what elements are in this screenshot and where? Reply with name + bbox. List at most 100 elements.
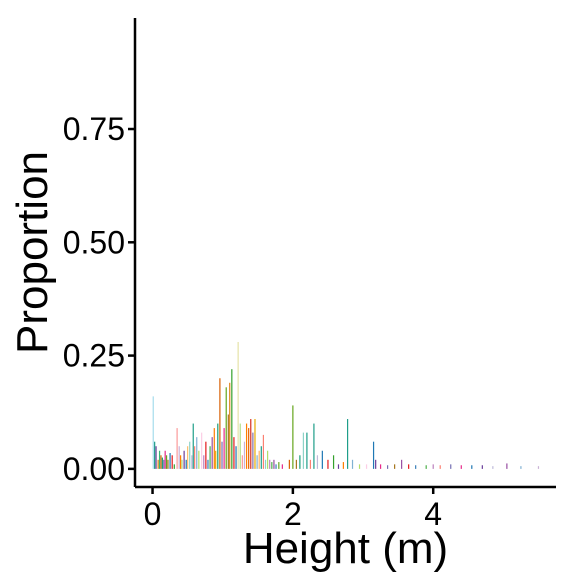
- bar-89: [401, 460, 402, 469]
- bar-49: [246, 424, 247, 469]
- bar-45: [238, 342, 239, 469]
- bar-31: [209, 446, 210, 469]
- bar-37: [221, 442, 222, 469]
- bar-68: [296, 460, 297, 469]
- bar-14: [177, 428, 178, 469]
- bar-66: [289, 460, 290, 469]
- y-tick-label-1: 0.25: [63, 338, 125, 374]
- bar-18: [184, 451, 185, 469]
- bar-17: [181, 460, 182, 469]
- bar-73: [313, 424, 314, 469]
- bar-58: [265, 460, 266, 469]
- bar-43: [233, 437, 234, 469]
- bar-87: [387, 465, 388, 469]
- bar-51: [250, 419, 251, 469]
- bar-6: [162, 458, 163, 469]
- bar-7: [163, 460, 164, 469]
- bar-99: [492, 466, 493, 469]
- bar-38: [224, 428, 225, 469]
- bar-55: [259, 451, 260, 469]
- bar-50: [248, 428, 249, 469]
- bar-65: [282, 464, 283, 469]
- bar-61: [271, 462, 272, 469]
- bar-21: [189, 442, 190, 469]
- y-tick-label-2: 0.50: [63, 224, 125, 260]
- bar-10: [167, 460, 168, 469]
- bar-23: [193, 424, 194, 469]
- x-axis-title: Height (m): [243, 524, 448, 573]
- bar-27: [201, 433, 202, 469]
- bar-75: [322, 451, 323, 469]
- bar-24: [194, 446, 195, 469]
- bar-83: [366, 464, 367, 469]
- bar-94: [440, 465, 441, 469]
- bar-60: [269, 460, 270, 469]
- bar-26: [198, 451, 199, 469]
- bar-100: [506, 463, 507, 468]
- bar-41: [229, 383, 230, 469]
- bar-13: [174, 464, 175, 469]
- bar-76: [327, 460, 328, 469]
- bar-84: [373, 442, 374, 469]
- bar-69: [299, 455, 300, 469]
- bar-36: [219, 378, 220, 469]
- bar-64: [278, 462, 279, 469]
- bar-54: [256, 455, 257, 469]
- bar-85: [375, 460, 376, 469]
- bar-72: [310, 460, 311, 469]
- y-tick-label-0: 0.00: [63, 451, 125, 487]
- ticks-group: [128, 129, 433, 494]
- bar-71: [306, 433, 307, 469]
- bar-12: [172, 455, 173, 469]
- bar-4: [159, 451, 160, 469]
- bar-90: [408, 464, 409, 469]
- bar-47: [242, 455, 243, 469]
- bar-9: [166, 455, 167, 469]
- bar-97: [471, 465, 472, 469]
- bar-32: [212, 437, 213, 469]
- bar-20: [187, 446, 188, 469]
- bar-74: [317, 455, 318, 469]
- bar-78: [338, 464, 339, 469]
- bar-8: [165, 451, 166, 469]
- bar-35: [217, 424, 218, 469]
- bar-91: [415, 465, 416, 469]
- bar-44: [235, 446, 236, 469]
- bar-28: [203, 455, 204, 469]
- bar-25: [196, 437, 197, 469]
- bar-93: [433, 464, 434, 469]
- bar-102: [538, 466, 539, 469]
- bar-62: [273, 460, 274, 469]
- bar-98: [482, 465, 483, 469]
- bar-86: [380, 464, 381, 469]
- bar-39: [226, 387, 227, 469]
- bar-0: [153, 396, 154, 469]
- bar-88: [394, 464, 395, 469]
- bar-42: [231, 369, 232, 469]
- bar-40: [228, 415, 229, 469]
- bar-57: [263, 435, 264, 469]
- bar-101: [520, 466, 521, 469]
- bar-30: [207, 460, 208, 469]
- bar-81: [352, 460, 353, 469]
- bar-80: [347, 419, 348, 469]
- bar-92: [426, 465, 427, 469]
- bar-1: [154, 442, 155, 469]
- bar-70: [303, 433, 304, 469]
- bar-15: [179, 446, 180, 469]
- bar-46: [240, 424, 241, 469]
- y-tick-label-3: 0.75: [63, 111, 125, 147]
- bar-96: [461, 465, 462, 469]
- bar-2: [155, 446, 156, 469]
- bar-67: [292, 405, 293, 468]
- bar-56: [261, 446, 262, 469]
- x-tick-label-0: 0: [144, 496, 162, 532]
- bar-33: [214, 428, 215, 469]
- bar-19: [186, 460, 187, 469]
- bar-34: [215, 451, 216, 469]
- bar-53: [254, 419, 255, 469]
- bar-22: [191, 455, 192, 469]
- bar-95: [450, 464, 451, 469]
